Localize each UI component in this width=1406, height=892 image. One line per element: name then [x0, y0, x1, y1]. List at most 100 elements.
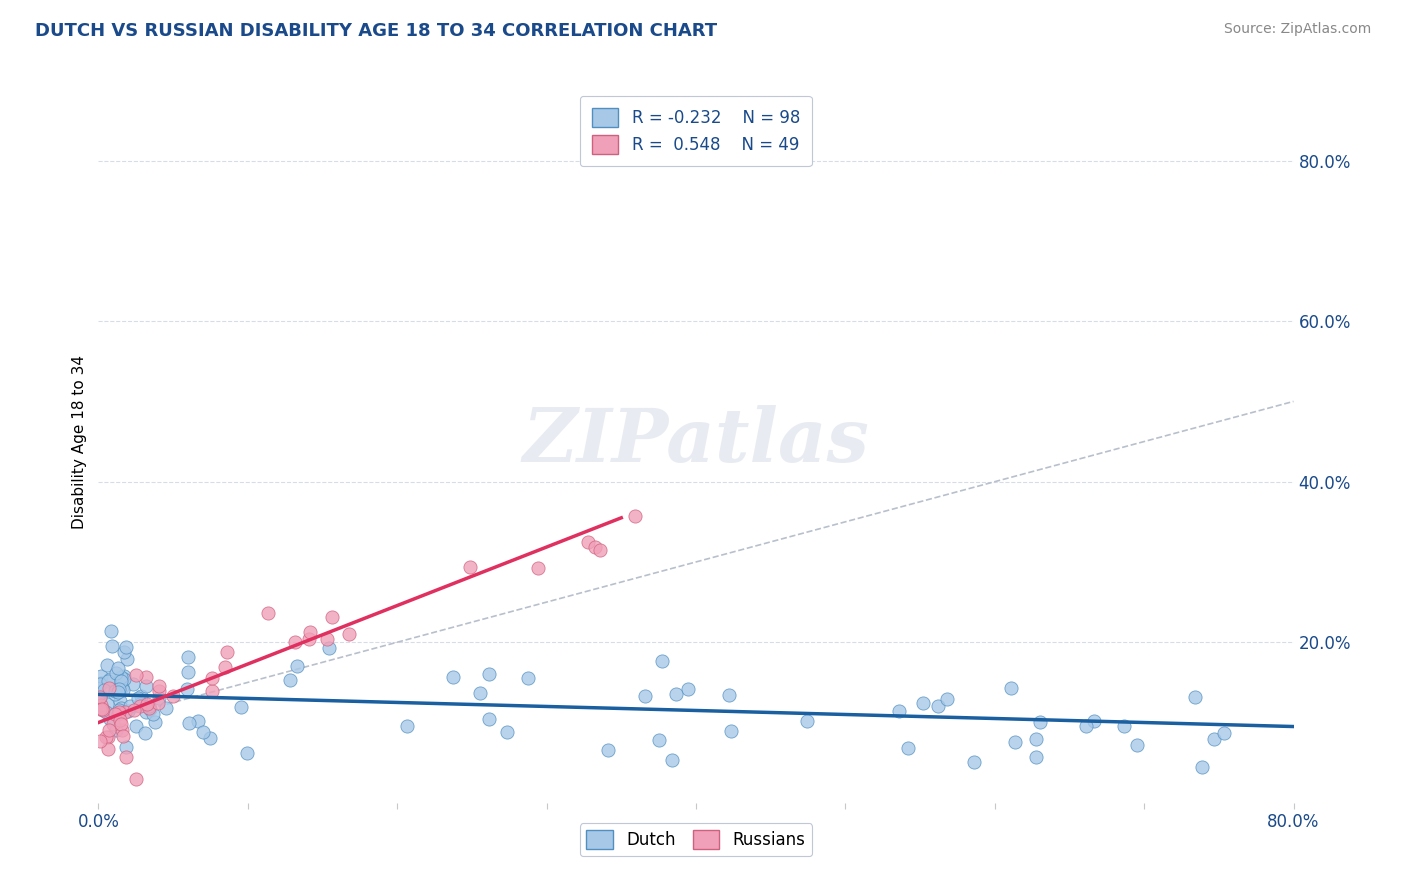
Point — [201, 684, 224, 698]
Point — [107, 685, 129, 699]
Point — [115, 640, 138, 654]
Point — [138, 701, 160, 715]
Point — [517, 672, 540, 686]
Point — [135, 679, 157, 693]
Point — [661, 753, 683, 767]
Point — [1004, 735, 1026, 749]
Point — [125, 772, 148, 786]
Point — [143, 714, 166, 729]
Point — [90, 698, 112, 713]
Point — [89, 690, 111, 704]
Point — [135, 670, 157, 684]
Point — [478, 667, 501, 681]
Point — [148, 696, 170, 710]
Point — [136, 697, 159, 711]
Point — [648, 732, 671, 747]
Point — [91, 703, 114, 717]
Point — [1029, 715, 1052, 730]
Point — [110, 670, 132, 684]
Point — [89, 701, 111, 715]
Point — [111, 723, 134, 737]
Point — [191, 725, 214, 739]
Point — [1025, 749, 1047, 764]
Point — [89, 734, 111, 748]
Point — [1114, 719, 1136, 733]
Point — [100, 624, 122, 639]
Point — [97, 673, 120, 688]
Point — [112, 669, 135, 683]
Point — [101, 716, 124, 731]
Point — [122, 703, 145, 717]
Point — [100, 712, 122, 726]
Point — [299, 624, 322, 639]
Point — [108, 703, 131, 717]
Point — [96, 657, 118, 672]
Point — [115, 739, 138, 754]
Point — [177, 649, 200, 664]
Y-axis label: Disability Age 18 to 34: Disability Age 18 to 34 — [72, 354, 87, 529]
Point — [134, 726, 156, 740]
Point — [201, 671, 224, 685]
Point — [104, 723, 127, 737]
Point — [111, 680, 134, 694]
Point — [583, 540, 606, 554]
Point — [1202, 732, 1225, 747]
Point — [460, 559, 482, 574]
Point — [298, 632, 321, 647]
Point — [125, 719, 148, 733]
Point — [117, 652, 139, 666]
Point — [125, 668, 148, 682]
Point — [912, 696, 935, 710]
Point — [897, 740, 920, 755]
Point — [651, 654, 673, 668]
Point — [110, 674, 132, 689]
Point — [90, 702, 112, 716]
Point — [717, 688, 740, 702]
Point — [176, 681, 198, 696]
Point — [624, 508, 647, 523]
Point — [963, 755, 986, 769]
Point — [256, 606, 278, 620]
Point — [468, 686, 491, 700]
Point — [318, 641, 340, 656]
Point — [665, 687, 688, 701]
Point — [589, 542, 612, 557]
Point — [177, 665, 200, 680]
Point — [229, 699, 252, 714]
Point — [108, 693, 131, 707]
Text: ZIPatlas: ZIPatlas — [523, 405, 869, 478]
Point — [235, 746, 257, 760]
Point — [889, 704, 911, 718]
Point — [278, 673, 301, 687]
Point — [98, 723, 121, 737]
Point — [142, 707, 165, 722]
Point — [215, 645, 238, 659]
Point — [720, 724, 742, 739]
Point — [115, 750, 138, 764]
Point — [104, 665, 127, 680]
Point — [97, 730, 120, 744]
Point — [104, 707, 127, 722]
Point — [93, 683, 115, 698]
Text: Source: ZipAtlas.com: Source: ZipAtlas.com — [1223, 22, 1371, 37]
Point — [105, 706, 128, 721]
Point — [1213, 725, 1236, 739]
Point — [187, 714, 209, 729]
Point — [796, 714, 818, 728]
Point — [112, 645, 135, 659]
Point — [89, 677, 111, 691]
Point — [107, 706, 129, 721]
Point — [90, 668, 112, 682]
Point — [1074, 719, 1097, 733]
Point — [98, 681, 121, 696]
Point — [1126, 739, 1149, 753]
Point — [120, 699, 142, 714]
Point — [104, 684, 127, 698]
Point — [478, 712, 501, 726]
Legend: Dutch, Russians: Dutch, Russians — [579, 823, 813, 856]
Point — [96, 731, 118, 745]
Point — [127, 690, 149, 705]
Point — [1191, 760, 1213, 774]
Point — [108, 682, 131, 697]
Point — [110, 701, 132, 715]
